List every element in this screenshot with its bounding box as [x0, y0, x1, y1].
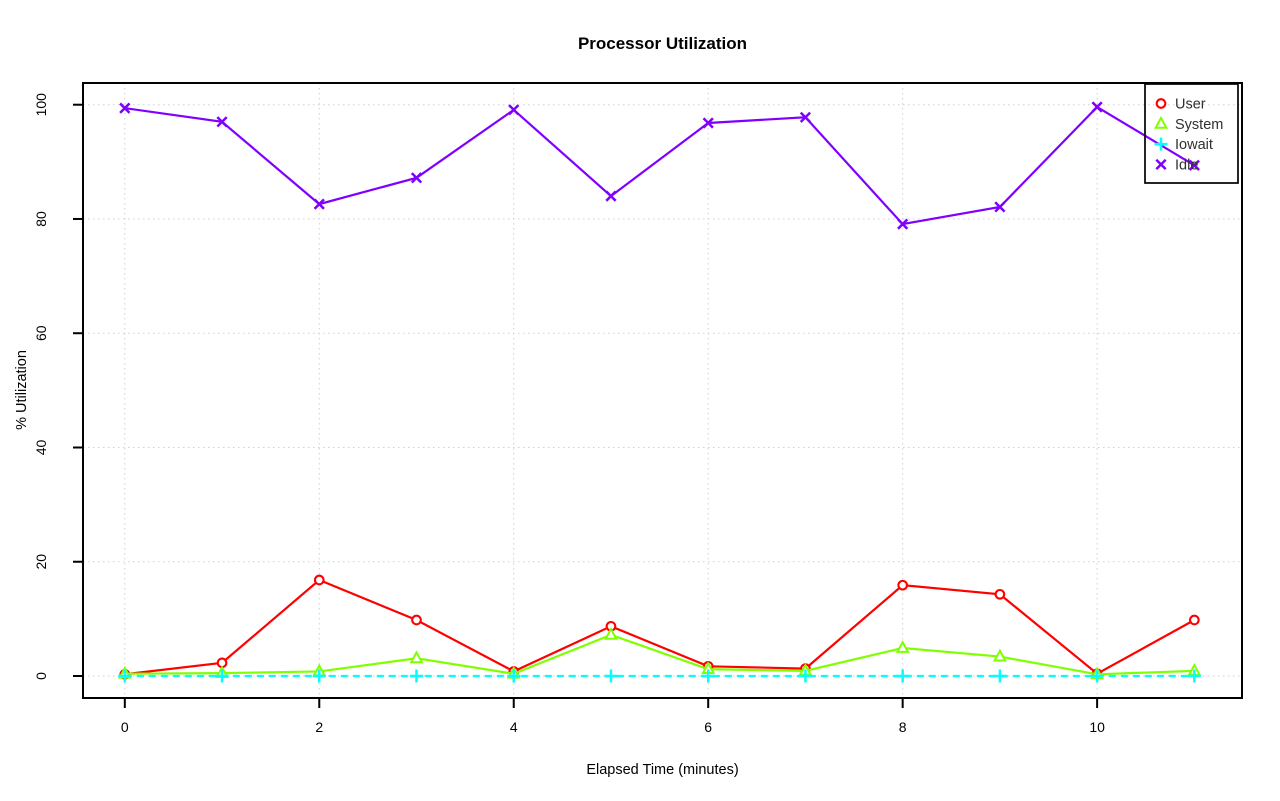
series-marker-iowait [798, 669, 812, 683]
series-marker-idle [605, 190, 617, 202]
legend-marker-system [1154, 115, 1168, 129]
series-line-idle [124, 105, 1195, 226]
series-marker-user [1189, 614, 1200, 626]
legend-label-system: System [1175, 117, 1223, 133]
series-marker-iowait [604, 669, 618, 683]
series-marker-idle [119, 102, 131, 114]
series-marker-idle [994, 201, 1006, 213]
series-marker-system [992, 648, 1007, 662]
series-line-system [124, 633, 1195, 676]
series-marker-iowait [312, 669, 326, 683]
series-marker-idle [1188, 159, 1200, 171]
series-marker-system [895, 640, 910, 653]
x-tick-label: 8 [899, 719, 907, 735]
x-tick-label: 0 [121, 719, 129, 735]
legend-marker-idle [1155, 158, 1167, 170]
y-tick-label: 0 [33, 672, 49, 680]
series-marker-idle [897, 218, 909, 230]
x-tick-label: 10 [1089, 719, 1105, 735]
series-marker-iowait [410, 669, 424, 683]
series-marker-iowait [1187, 669, 1201, 683]
series-marker-user [897, 579, 909, 591]
series-marker-idle [508, 104, 520, 116]
legend-box [1144, 83, 1239, 184]
series-line-user [124, 578, 1195, 676]
series-marker-system [603, 626, 618, 640]
x-axis-label: Elapsed Time (minutes) [586, 762, 739, 778]
legend-marker-iowait [1154, 137, 1168, 151]
plot-border [82, 82, 1243, 699]
series-marker-iowait [507, 669, 521, 683]
y-tick-label: 100 [33, 93, 49, 117]
series-marker-iowait [896, 669, 910, 683]
series-marker-iowait [1090, 669, 1104, 683]
series-marker-iowait [118, 669, 132, 683]
y-tick-label: 40 [33, 439, 49, 455]
series-marker-iowait [993, 669, 1007, 683]
series-marker-idle [702, 117, 714, 129]
series-marker-idle [799, 111, 812, 123]
legend-label-iowait: Iowait [1175, 137, 1213, 153]
y-tick-label: 80 [33, 211, 49, 227]
series-marker-system [409, 650, 424, 664]
legend-label-idle: Idle [1175, 157, 1198, 173]
x-tick-label: 2 [315, 719, 323, 735]
series-marker-idle [313, 198, 325, 210]
series-marker-idle [410, 172, 423, 184]
series-marker-iowait [215, 669, 229, 683]
series-marker-idle [1091, 101, 1103, 113]
chart-title: Processor Utilization [577, 34, 748, 53]
y-tick-label: 20 [33, 554, 49, 570]
x-tick-label: 6 [704, 719, 712, 735]
series-marker-user [313, 574, 325, 586]
series-marker-iowait [701, 669, 715, 683]
y-tick-label: 60 [33, 325, 49, 341]
legend-label-user: User [1175, 97, 1206, 113]
series-marker-user [411, 614, 422, 626]
series-marker-idle [216, 116, 228, 128]
legend-marker-user [1155, 98, 1167, 109]
series-marker-user [994, 588, 1006, 600]
x-tick-label: 4 [510, 719, 518, 735]
